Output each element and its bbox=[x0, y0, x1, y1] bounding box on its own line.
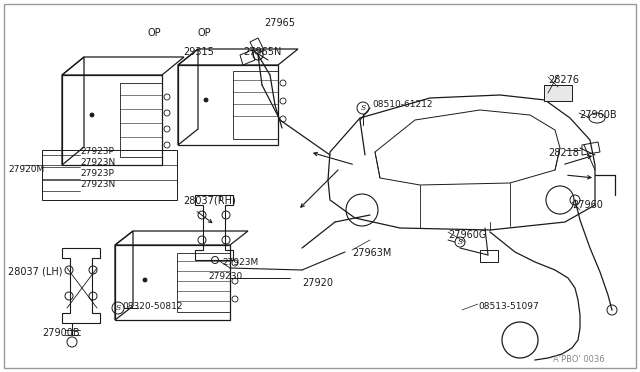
Text: 28037(RH): 28037(RH) bbox=[183, 195, 236, 205]
Text: OP: OP bbox=[197, 28, 211, 38]
Circle shape bbox=[204, 98, 208, 102]
Text: 28037 (LH): 28037 (LH) bbox=[8, 267, 63, 277]
Text: 27960G: 27960G bbox=[448, 230, 486, 240]
Text: 27960: 27960 bbox=[572, 200, 603, 210]
Text: 08513-51097: 08513-51097 bbox=[478, 302, 539, 311]
Bar bbox=[233, 71, 278, 139]
Bar bbox=[544, 85, 572, 101]
Text: 27923M: 27923M bbox=[222, 258, 259, 267]
Text: 08510-61212: 08510-61212 bbox=[372, 100, 433, 109]
Text: 27923P: 27923P bbox=[80, 169, 114, 178]
Bar bbox=[480, 250, 498, 262]
Text: S: S bbox=[458, 238, 463, 246]
Bar bbox=[178, 65, 278, 145]
Text: S: S bbox=[115, 304, 120, 312]
Text: A'PBO' 0036: A'PBO' 0036 bbox=[553, 355, 605, 364]
Text: 27965N: 27965N bbox=[243, 47, 282, 57]
Text: 08320-50812: 08320-50812 bbox=[122, 302, 182, 311]
Bar bbox=[62, 75, 162, 165]
Text: 27960B: 27960B bbox=[579, 110, 616, 120]
Text: 28276: 28276 bbox=[548, 75, 579, 85]
Text: OP: OP bbox=[148, 28, 162, 38]
Text: 27923N: 27923N bbox=[80, 158, 115, 167]
Circle shape bbox=[143, 278, 147, 282]
Bar bbox=[120, 83, 162, 157]
Text: 27923N: 27923N bbox=[80, 180, 115, 189]
Text: S: S bbox=[360, 104, 365, 112]
Bar bbox=[177, 253, 230, 312]
Text: 27963M: 27963M bbox=[352, 248, 392, 258]
Text: 27923P: 27923P bbox=[80, 147, 114, 156]
Text: 279230: 279230 bbox=[208, 272, 243, 281]
Text: 27965: 27965 bbox=[264, 18, 295, 28]
Circle shape bbox=[90, 113, 94, 117]
Bar bbox=[115, 245, 230, 320]
Text: 28218: 28218 bbox=[548, 148, 579, 158]
Text: 27900B: 27900B bbox=[42, 328, 79, 338]
Text: 29315: 29315 bbox=[183, 47, 214, 57]
Text: 27920M: 27920M bbox=[8, 165, 44, 174]
Bar bbox=[42, 150, 177, 200]
Text: 27920: 27920 bbox=[302, 278, 333, 288]
